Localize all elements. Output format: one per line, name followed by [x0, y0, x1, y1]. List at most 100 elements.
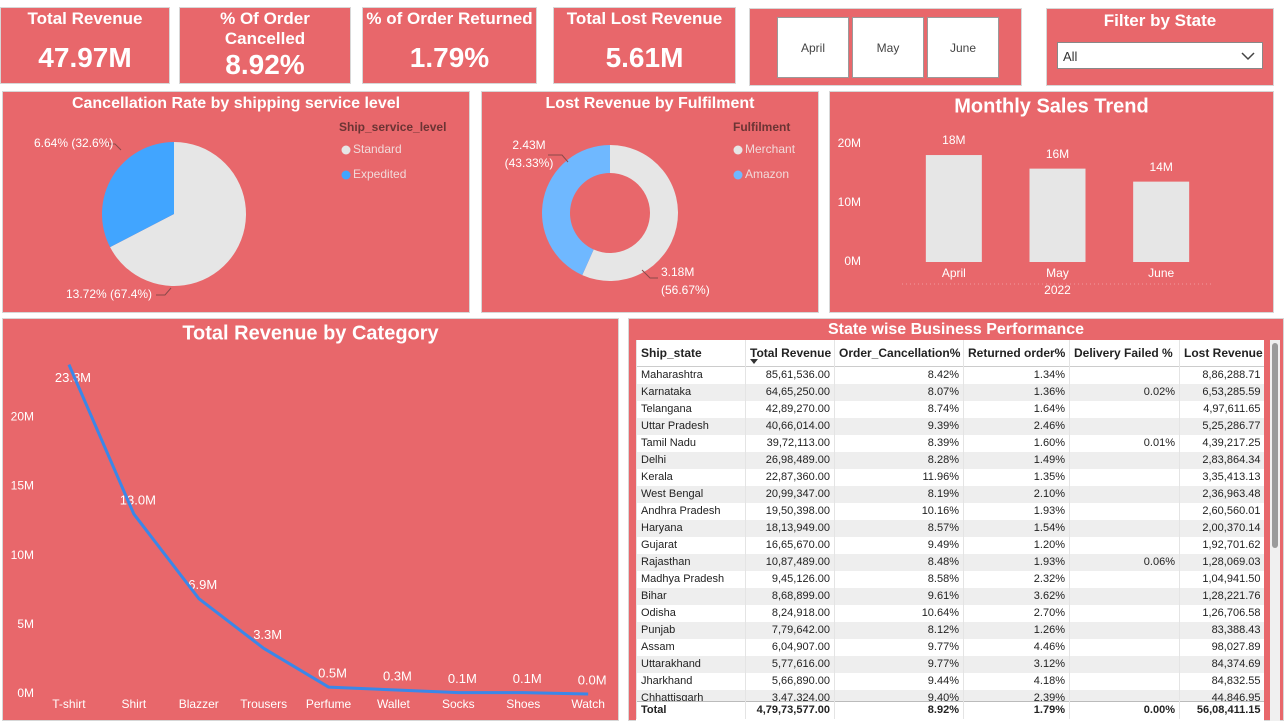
- x-tick-label: April: [942, 266, 966, 280]
- table-row: Odisha 8,24,918.00 10.64% 2.70% 1,26,706.58: [636, 605, 1264, 622]
- table-row: Uttar Pradesh 40,66,014.00 9.39% 2.46% 5,25,…: [636, 418, 1264, 435]
- kpi-title: Total Lost Revenue: [566, 9, 723, 28]
- column-header[interactable]: Lost Revenue: [1179, 340, 1264, 367]
- table-total: Total 4,79,73,577.00 8.92% 1.79% 0.00% 56,08,…: [636, 701, 1264, 719]
- table-cell: [1069, 452, 1180, 469]
- table-row: Karnataka 64,65,250.00 8.07% 1.36% 0.02% 6,53…: [636, 384, 1264, 401]
- dropdown-value: All: [1063, 49, 1078, 64]
- column-header[interactable]: Total Revenue: [745, 340, 835, 367]
- table-row: Jharkhand 5,66,890.00 9.44% 4.18% 84,832.55: [636, 673, 1264, 690]
- table-cell: 10.16%: [834, 503, 964, 520]
- table-cell: 3.12%: [963, 656, 1070, 673]
- table-row: Gujarat 16,65,670.00 9.49% 1.20% 1,92,701.62: [636, 537, 1264, 554]
- y-tick-label: 15M: [11, 479, 34, 493]
- state-dropdown[interactable]: All: [1057, 42, 1263, 69]
- table-row: West Bengal 20,99,347.00 8.19% 2.10% 2,36,96…: [636, 486, 1264, 503]
- table-cell: 1.64%: [963, 401, 1070, 418]
- table-row: Punjab 7,79,642.00 8.12% 1.26% 83,388.43: [636, 622, 1264, 639]
- total-cell: 0.00%: [1069, 701, 1180, 719]
- table-cell: 8.39%: [834, 435, 964, 452]
- x-tick-label: Trousers: [240, 697, 287, 711]
- kpi-value: 1.79%: [409, 42, 490, 73]
- data-label: 0.1M: [448, 671, 477, 686]
- legend-label: Expedited: [353, 167, 406, 181]
- total-cell: 4,79,73,577.00: [745, 701, 835, 719]
- column-header[interactable]: Ship_state: [636, 340, 746, 367]
- y-tick-label: 10M: [11, 548, 34, 562]
- month-button[interactable]: June: [927, 17, 999, 78]
- data-label: (43.33%): [505, 156, 554, 170]
- table-cell: 2,83,864.34: [1179, 452, 1264, 469]
- table-cell: 1.60%: [963, 435, 1070, 452]
- table-cell: 26,98,489.00: [745, 452, 835, 469]
- table-cell: 8.42%: [834, 367, 964, 384]
- table-cell: 3,47,324.00: [745, 690, 835, 701]
- table-header: Ship_state Total Revenue Order_Cancellatio…: [636, 340, 1264, 367]
- table-cell: 9.44%: [834, 673, 964, 690]
- x-tick-label: T-shirt: [52, 697, 86, 711]
- data-label: 13.72% (67.4%): [66, 287, 152, 301]
- table-cell: 2.39%: [963, 690, 1070, 701]
- y-tick-label: 10M: [838, 195, 861, 209]
- kpi-title: % of Order Returned: [366, 9, 533, 28]
- column-header[interactable]: Order_Cancellation%: [834, 340, 964, 367]
- data-label: 6.9M: [188, 577, 217, 592]
- chart-title: Monthly Sales Trend: [954, 95, 1148, 117]
- table-cell: 9.39%: [834, 418, 964, 435]
- table-cell: 1.93%: [963, 503, 1070, 520]
- table-cell: 3.62%: [963, 588, 1070, 605]
- table-cell: Telangana: [636, 401, 746, 418]
- data-label: 0.0M: [578, 672, 607, 687]
- table-cell: 4.46%: [963, 639, 1070, 656]
- table-cell: [1069, 469, 1180, 486]
- month-button[interactable]: April: [777, 17, 849, 78]
- table-cell: Delhi: [636, 452, 746, 469]
- chart-title: Lost Revenue by Fulfilment: [546, 95, 756, 112]
- table-row: Bihar 8,68,899.00 9.61% 3.62% 1,28,221.76: [636, 588, 1264, 605]
- data-label: 0.1M: [513, 671, 542, 686]
- leader-line: [548, 154, 569, 163]
- column-header[interactable]: Returned order%: [963, 340, 1070, 367]
- table-cell: 8.12%: [834, 622, 964, 639]
- table-cell: 84,832.55: [1179, 673, 1264, 690]
- table-cell: [1069, 537, 1180, 554]
- x-tick-label: Watch: [571, 697, 605, 711]
- legend-marker: [341, 145, 351, 155]
- table-cell: [1069, 656, 1180, 673]
- data-label: 3.3M: [253, 627, 282, 642]
- pie-slice: [110, 142, 247, 286]
- table-row: Tamil Nadu 39,72,113.00 8.39% 1.60% 0.01% 4,3…: [636, 435, 1264, 452]
- chart: Lost Revenue by Fulfilment 3.18M (56.67%) 2…: [505, 95, 796, 297]
- table-row: Andhra Pradesh 19,50,398.00 10.16% 1.93% 2,6…: [636, 503, 1264, 520]
- tbody: Maharashtra 85,61,536.00 8.42% 1.34% 8,86,28…: [636, 367, 1264, 701]
- table-cell: 1.34%: [963, 367, 1070, 384]
- column-header[interactable]: Delivery Failed %: [1069, 340, 1180, 367]
- month-button[interactable]: May: [852, 17, 924, 78]
- x-tick-label: June: [1148, 266, 1174, 280]
- table-cell: 9.61%: [834, 588, 964, 605]
- x-tick-label: May: [1046, 266, 1069, 280]
- table-cell: [1069, 401, 1180, 418]
- table-cell: 4,39,217.25: [1179, 435, 1264, 452]
- table-cell: 8,68,899.00: [745, 588, 835, 605]
- table-title: State wise Business Performance: [827, 321, 1085, 338]
- table-cell: 1.54%: [963, 520, 1070, 537]
- table-cell: [1069, 605, 1180, 622]
- table-cell: 2.32%: [963, 571, 1070, 588]
- chart: Monthly Sales Trend 0M 10M 20M 18M April 16M Ma…: [838, 95, 1213, 297]
- scrollbar-thumb[interactable]: [1272, 343, 1278, 548]
- chart-panel: Monthly Sales Trend 0M 10M 20M 18M April 16M Ma…: [829, 91, 1274, 313]
- table-cell: 98,027.89: [1179, 639, 1264, 656]
- y-tick-label: 0M: [17, 686, 34, 700]
- leader-line: [641, 269, 658, 279]
- table-cell: 8,86,288.71: [1179, 367, 1264, 384]
- table-cell: 85,61,536.00: [745, 367, 835, 384]
- line-series: [67, 364, 589, 696]
- table-cell: 0.06%: [1069, 554, 1180, 571]
- y-tick-label: 20M: [838, 136, 861, 150]
- table-cell: Punjab: [636, 622, 746, 639]
- table-cell: [1069, 690, 1180, 701]
- data-label: 14M: [1149, 160, 1172, 174]
- table-cell: 9.77%: [834, 639, 964, 656]
- data-label: 3.18M: [661, 265, 694, 279]
